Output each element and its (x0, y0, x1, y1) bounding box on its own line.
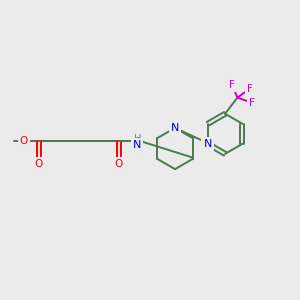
Text: H: H (134, 134, 141, 144)
Text: O: O (20, 136, 28, 146)
Text: F: F (229, 80, 235, 90)
Text: F: F (247, 84, 253, 94)
Text: O: O (115, 159, 123, 169)
Text: N: N (204, 139, 212, 149)
Text: O: O (34, 159, 43, 169)
Text: N: N (171, 123, 179, 133)
Text: N: N (133, 140, 141, 150)
Text: F: F (249, 98, 255, 108)
